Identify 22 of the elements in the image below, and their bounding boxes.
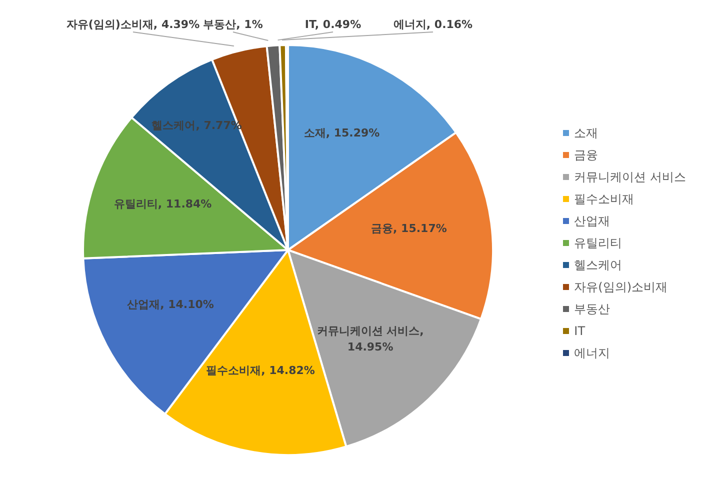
legend-label: 에너지 [574,344,610,362]
category-label: 유틸리티, 11.84% [114,198,212,211]
legend-label: 필수소비재 [574,190,634,208]
category-label: 필수소비재, 14.82% [206,364,315,378]
category-label: IT, 0.49% [304,18,362,31]
legend-label: 산업재 [574,212,610,230]
legend-label: 금융 [574,146,598,164]
legend-label: 유틸리티 [574,234,622,252]
category-label: 산업재, 14.10% [127,298,214,312]
legend-label: 헬스케어 [574,256,622,274]
text: 14.95% [347,340,394,354]
legend-label: 부동산 [574,300,610,318]
legend-label: 자유(임의)소비재 [574,278,668,296]
category-label: 금융, 15.17% [371,222,447,236]
legend-label: IT [574,324,586,338]
category-label: 자유(임의)소비재, 4.39% [66,18,200,31]
legend-label: 소재 [574,124,598,142]
category-label: 에너지, 0.16% [393,18,473,31]
category-label: 부동산, 1% [203,18,263,31]
category-label: 커뮤니케이션 서비스, [316,324,424,338]
legend-label: 커뮤니케이션 서비스 [574,168,686,186]
category-label: 소재, 15.29% [304,126,380,140]
